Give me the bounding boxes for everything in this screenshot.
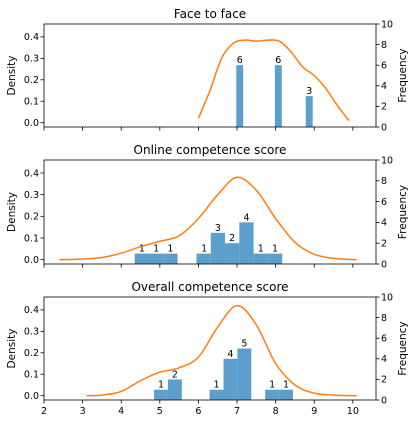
y-tick-label-left: 0.4 — [24, 305, 39, 316]
y-tick-label-right: 0 — [381, 395, 387, 406]
bar-value-label: 6 — [275, 55, 281, 66]
bar-value-label: 2 — [172, 369, 178, 380]
bar — [223, 358, 238, 400]
x-tick-label: 4 — [118, 406, 124, 417]
y-tick-label-right: 2 — [381, 375, 387, 386]
y-tick-label-left: 0.0 — [24, 391, 39, 402]
y-tick-label-right: 10 — [381, 155, 393, 166]
bar — [253, 253, 268, 264]
bar-value-label: 3 — [306, 86, 312, 97]
bar — [265, 389, 280, 400]
bar-value-label: 1 — [158, 380, 164, 391]
y-tick-label-left: 0.2 — [24, 212, 39, 223]
x-tick-label: 6 — [195, 406, 201, 417]
y-tick-label-right: 6 — [381, 197, 387, 208]
density-line — [59, 176, 357, 261]
bar — [134, 253, 150, 264]
bar — [210, 232, 226, 264]
bar-value-label: 1 — [258, 244, 264, 255]
y-tick-label-left: 0.0 — [24, 255, 39, 266]
bar — [196, 253, 211, 264]
bar — [149, 253, 164, 264]
y-tick-label-right: 4 — [381, 218, 387, 229]
chart-title: Online competence score — [134, 143, 287, 157]
bar — [237, 348, 252, 400]
y-tick-label-right: 10 — [381, 19, 393, 30]
y-tick-label-left: 0.2 — [24, 75, 39, 86]
x-tick-label: 10 — [347, 406, 359, 417]
y-tick-label-left: 0.0 — [24, 118, 39, 129]
y-axis-label-left: Density — [6, 192, 18, 232]
y-tick-label-right: 4 — [381, 81, 387, 92]
bar-value-label: 4 — [243, 212, 249, 223]
bar-value-label: 1 — [139, 244, 145, 255]
bar — [163, 253, 178, 264]
x-tick-label: 9 — [311, 406, 317, 417]
y-tick-label-right: 6 — [381, 61, 387, 72]
plot-frame — [43, 23, 377, 128]
bar — [267, 253, 283, 264]
y-tick-label-right: 0 — [381, 259, 387, 270]
bar — [274, 65, 282, 127]
x-tick-label: 7 — [234, 406, 240, 417]
x-tick-label: 3 — [80, 406, 86, 417]
y-tick-label-right: 10 — [381, 292, 393, 303]
y-tick-label-left: 0.1 — [24, 97, 39, 108]
bar — [209, 389, 224, 400]
bar-value-label: 1 — [269, 380, 275, 391]
chart-title: Overall competence score — [131, 280, 288, 294]
y-tick-label-right: 8 — [381, 313, 387, 324]
y-axis-label-right: Frequency — [397, 185, 409, 239]
density-line — [197, 39, 350, 122]
y-axis-label-right: Frequency — [397, 321, 409, 375]
bar-value-label: 1 — [272, 244, 278, 255]
density-line — [86, 304, 357, 397]
bar-value-label: 5 — [241, 339, 247, 350]
y-tick-label-right: 6 — [381, 334, 387, 345]
y-tick-label-left: 0.1 — [24, 233, 39, 244]
bar — [154, 389, 168, 400]
bar — [225, 243, 240, 264]
bar — [239, 222, 254, 264]
x-tick-label: 5 — [157, 406, 163, 417]
bar — [167, 379, 182, 400]
bar-value-label: 2 — [229, 233, 235, 244]
bar-value-label: 3 — [215, 223, 221, 234]
plot-frame — [43, 296, 377, 401]
y-tick-label-left: 0.3 — [24, 54, 39, 65]
y-tick-label-right: 2 — [381, 239, 387, 250]
y-tick-label-right: 0 — [381, 122, 387, 133]
bar-value-label: 1 — [167, 244, 173, 255]
y-tick-label-left: 0.4 — [24, 168, 39, 179]
y-tick-label-left: 0.2 — [24, 348, 39, 359]
y-tick-label-left: 0.4 — [24, 32, 39, 43]
y-tick-label-right: 4 — [381, 354, 387, 365]
bar-value-label: 1 — [153, 244, 159, 255]
x-tick-label: 8 — [273, 406, 279, 417]
bar-value-label: 1 — [283, 380, 289, 391]
bar — [236, 65, 244, 127]
bar-value-label: 6 — [237, 55, 243, 66]
y-axis-label-left: Density — [6, 56, 18, 96]
bar — [279, 389, 293, 400]
y-tick-label-right: 8 — [381, 176, 387, 187]
y-axis-label-right: Frequency — [397, 48, 409, 102]
bar-value-label: 1 — [214, 380, 220, 391]
bar — [305, 96, 313, 127]
chart-title: Face to face — [174, 7, 246, 21]
y-axis-label-left: Density — [6, 329, 18, 369]
x-tick-label: 2 — [41, 406, 47, 417]
bar-value-label: 4 — [227, 349, 233, 360]
y-tick-label-left: 0.3 — [24, 190, 39, 201]
plot-frame — [43, 159, 377, 265]
y-tick-label-right: 2 — [381, 102, 387, 113]
bar-value-label: 1 — [201, 244, 207, 255]
y-tick-label-left: 0.3 — [24, 327, 39, 338]
y-tick-label-right: 8 — [381, 40, 387, 51]
y-tick-label-left: 0.1 — [24, 370, 39, 381]
